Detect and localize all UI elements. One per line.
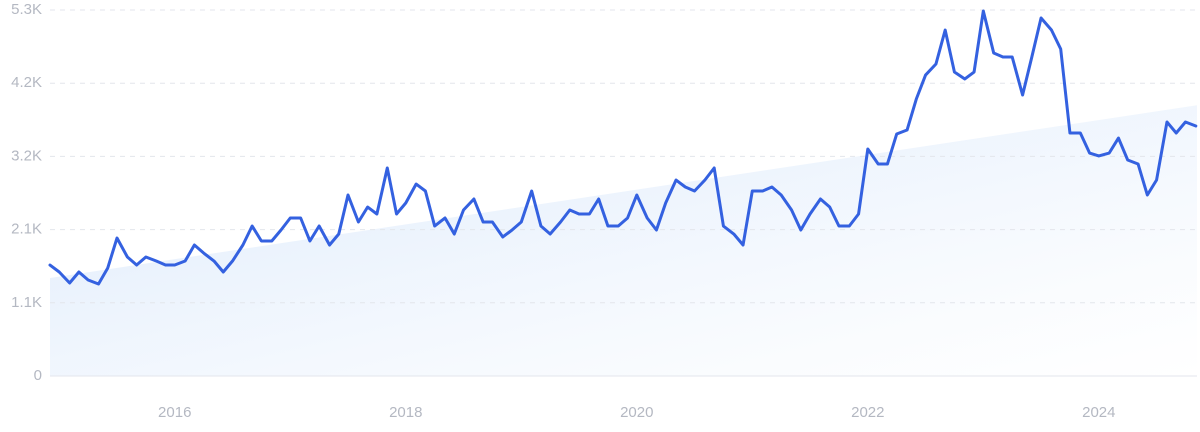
x-tick-label: 2016	[158, 404, 191, 421]
y-tick-label: 5.3K	[11, 1, 42, 18]
y-tick-label: 3.2K	[11, 147, 42, 164]
trend-area	[50, 105, 1197, 377]
y-tick-label: 1.1K	[11, 294, 42, 311]
y-tick-label: 0	[34, 367, 42, 384]
x-tick-label: 2020	[620, 404, 653, 421]
line	[48, 9, 1198, 286]
y-tick-label: 4.2K	[11, 74, 42, 91]
x-tick-label: 2024	[1082, 404, 1115, 421]
x-tick-label: 2022	[851, 404, 884, 421]
x-tick-label: 2018	[389, 404, 422, 421]
y-tick-label: 2.1K	[11, 221, 42, 238]
